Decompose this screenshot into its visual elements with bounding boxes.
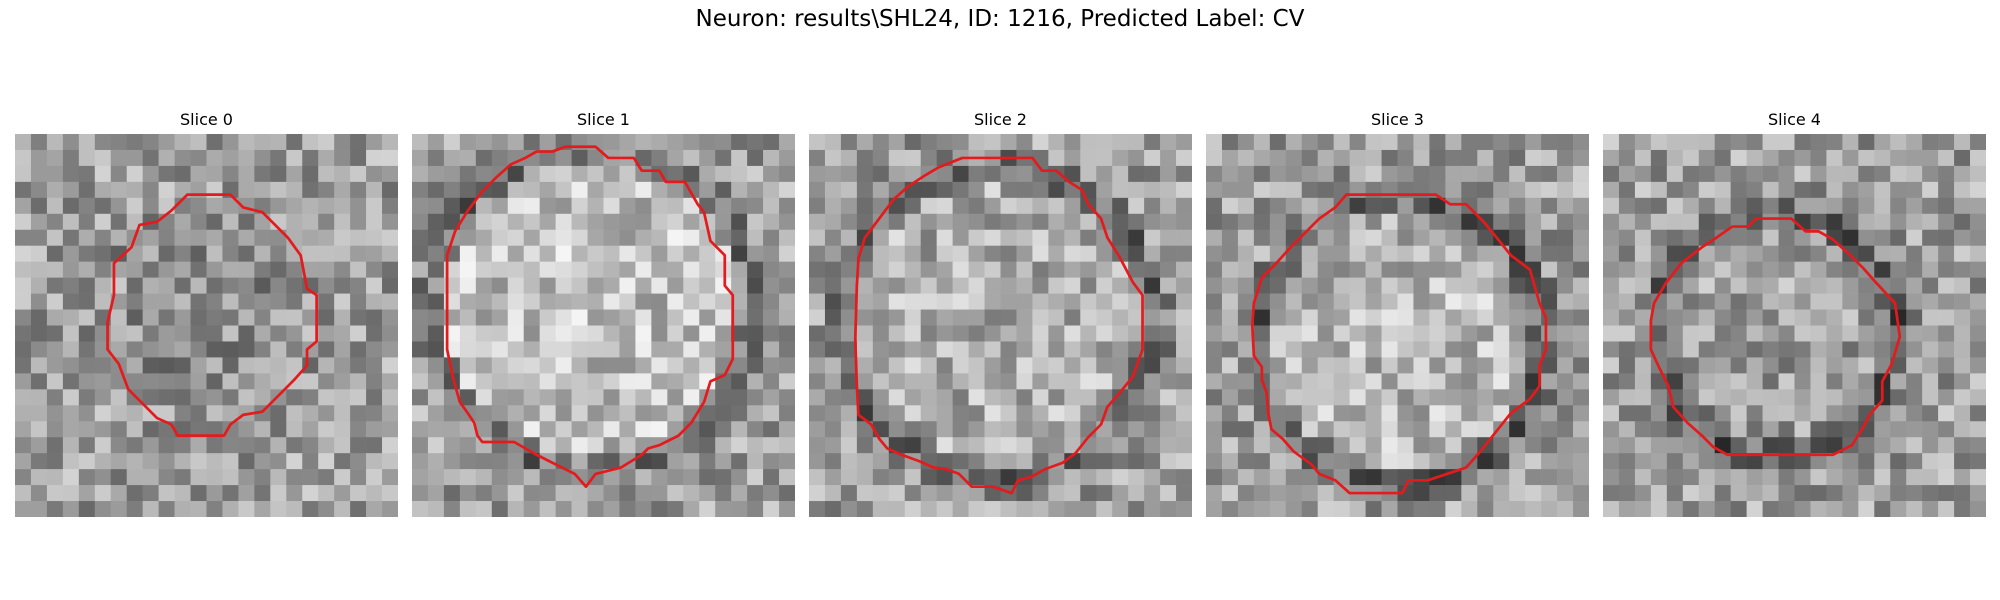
- slice-contour-0: [106, 193, 318, 437]
- slice-title-3: Slice 3: [1371, 110, 1424, 129]
- slice-image-0: [15, 134, 398, 517]
- slice-image-2: [809, 134, 1192, 517]
- slice-pixels-0: [15, 134, 398, 517]
- slice-contour-2: [853, 156, 1144, 495]
- slice-title-2: Slice 2: [974, 110, 1027, 129]
- slice-contour-4: [1649, 217, 1902, 457]
- slice-image-4: [1603, 134, 1986, 517]
- slice-panel-0: Slice 0: [15, 108, 398, 517]
- slice-panel-4: Slice 4: [1603, 108, 1986, 517]
- slice-pixels-1: [412, 134, 795, 517]
- slice-panel-1: Slice 1: [412, 108, 795, 517]
- slice-panel-2: Slice 2: [809, 108, 1192, 517]
- slice-image-1: [412, 134, 795, 517]
- figure-title: Neuron: results\SHL24, ID: 1216, Predict…: [695, 6, 1305, 32]
- slice-pixels-2: [809, 134, 1192, 517]
- slice-contour-1: [445, 145, 735, 489]
- slice-pixels-4: [1603, 134, 1986, 517]
- slice-title-4: Slice 4: [1768, 110, 1821, 129]
- slice-title-0: Slice 0: [180, 110, 233, 129]
- slice-contour-3: [1250, 193, 1548, 495]
- slice-pixels-3: [1206, 134, 1589, 517]
- slice-title-1: Slice 1: [577, 110, 630, 129]
- slice-image-3: [1206, 134, 1589, 517]
- slice-panel-3: Slice 3: [1206, 108, 1589, 517]
